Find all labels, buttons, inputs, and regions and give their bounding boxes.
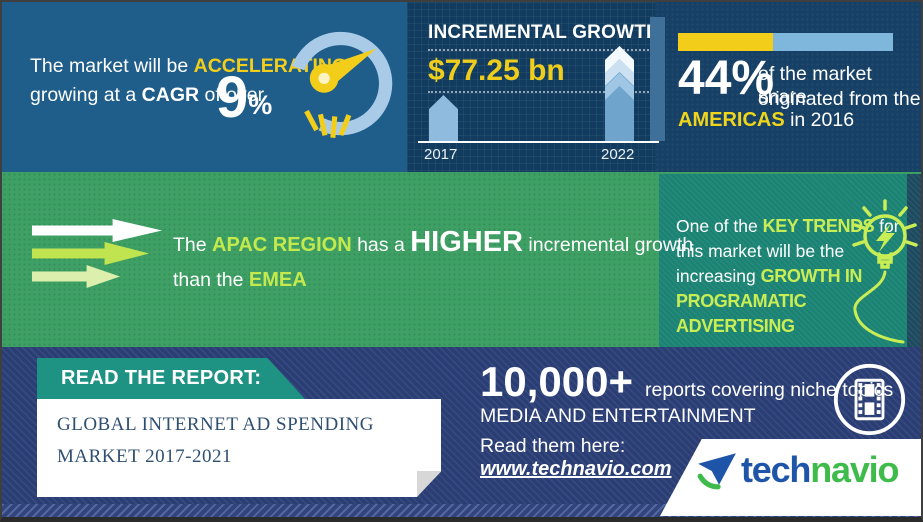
reports-count: 10,000+ <box>480 358 633 405</box>
technavio-wordmark: technavio <box>741 449 899 491</box>
cagr-line1-text: The market will be <box>30 55 194 77</box>
cagr-line1: The market will be ACCELERATING <box>30 52 347 81</box>
cagr-line2-tail: of over <box>199 84 265 106</box>
key-trends-statement: One of the KEY TRENDS for this market wi… <box>676 214 906 339</box>
film-reel-icon <box>833 363 906 436</box>
share-text-line2: originated from the <box>758 88 921 110</box>
key-trends-panel <box>659 174 907 347</box>
trends-line: PROGRAMATIC ADVERTISING <box>676 289 906 339</box>
report-title-card <box>37 399 441 497</box>
trends-text: increasing <box>676 266 761 286</box>
share-progress-fill <box>678 33 773 51</box>
cagr-number: 9 <box>216 65 249 130</box>
higher-emphasis: HIGHER <box>410 226 524 258</box>
reports-count-row: 10,000+ reports covering niche topics <box>480 358 893 406</box>
guide-line-2017 <box>428 91 665 93</box>
lightbulb-idea-icon <box>852 199 918 344</box>
apac-line1: The APAC REGION has a HIGHER incremental… <box>173 226 693 259</box>
incremental-growth-title: INCREMENTAL GROWTH <box>428 22 660 43</box>
read-report-ribbon: READ THE REPORT: <box>37 358 305 399</box>
chart-baseline <box>418 141 659 143</box>
incremental-growth-value: $77.25 bn <box>428 54 565 87</box>
axis-label-2017: 2017 <box>424 146 458 163</box>
share-year-text: in 2016 <box>784 109 855 131</box>
cta-label: Read them here: <box>480 435 626 457</box>
cagr-statement: The market will be ACCELERATING growing … <box>30 52 347 110</box>
trends-emphasis: GROWTH IN <box>760 266 863 286</box>
category-label: MEDIA AND ENTERTAINMENT <box>480 405 756 427</box>
technavio-logo: technavio <box>696 449 899 491</box>
apac-line2: than the EMEA <box>173 269 307 292</box>
brand-text-tech: tech <box>741 449 811 490</box>
apac-region-emphasis: APAC REGION <box>212 234 352 256</box>
cagr-percent-sign: % <box>248 90 273 120</box>
share-text-line1: of the market share <box>758 63 872 108</box>
report-title: GLOBAL INTERNET AD SPENDING MARKET 2017-… <box>57 414 374 467</box>
emea-emphasis: EMEA <box>248 269 307 291</box>
mid-row-edge-strip <box>907 174 921 347</box>
trends-line: increasing GROWTH IN <box>676 264 906 289</box>
guide-line-2022 <box>428 49 665 51</box>
cagr-line2: growing at a CAGR of over <box>30 81 347 110</box>
cagr-line2-text: growing at a <box>30 84 142 106</box>
reports-count-caption: reports covering niche topics <box>645 379 894 401</box>
cagr-value: 9 % <box>216 65 273 130</box>
bar-cropped-future <box>650 17 665 141</box>
read-report-label: READ THE REPORT: <box>61 367 262 389</box>
speedometer-gauge-icon <box>291 31 393 138</box>
trends-line: this market will be the <box>676 239 906 264</box>
apac-line2-pre: than the <box>173 269 249 291</box>
share-progress-bar <box>678 33 893 51</box>
apac-line1-mid: has a <box>351 234 411 256</box>
bar-2022 <box>605 46 634 142</box>
apac-line1-post: incremental growth <box>523 234 694 256</box>
apac-line1-pre: The <box>173 234 213 256</box>
americas-share-panel <box>655 2 921 172</box>
americas-emphasis: AMERICAS <box>678 109 785 131</box>
share-text-line3: AMERICAS in 2016 <box>678 109 854 132</box>
cagr-emphasis: CAGR <box>141 84 200 106</box>
axis-label-2022: 2022 <box>601 146 635 163</box>
website-link[interactable]: www.technavio.com <box>480 458 672 480</box>
technavio-logo-icon <box>697 453 736 490</box>
trends-text: One of the <box>676 216 763 236</box>
trends-emphasis: PROGRAMATIC ADVERTISING <box>676 291 807 336</box>
share-percentage: 44% <box>678 52 775 105</box>
brand-text-navio: navio <box>810 449 899 490</box>
trends-line: One of the KEY TRENDS for <box>676 214 906 239</box>
trends-text: this market will be the <box>676 241 845 261</box>
trends-emphasis: KEY TRENDS <box>762 216 875 236</box>
